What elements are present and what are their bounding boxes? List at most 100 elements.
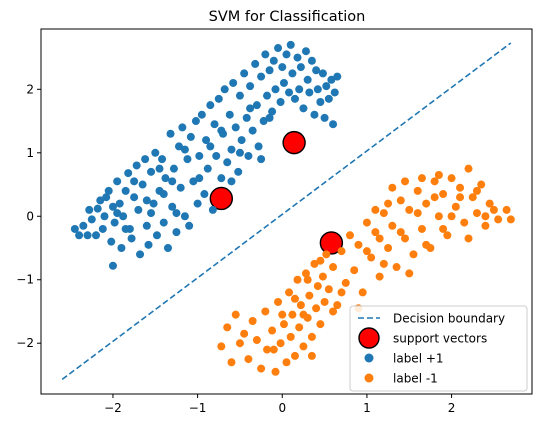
point-label-minus-1 [430,193,439,202]
point-label-plus-1 [208,205,217,214]
point-label-minus-1 [375,234,384,243]
point-label-minus-1 [472,186,481,195]
point-label-plus-1 [234,167,243,176]
point-label-minus-1 [337,288,346,297]
point-label-plus-1 [259,117,268,126]
point-label-plus-1 [85,205,94,214]
point-label-plus-1 [296,63,305,72]
point-label-minus-1 [329,263,338,272]
x-tick-label: −2 [104,401,122,415]
x-tick-label: 0 [278,401,286,415]
point-label-plus-1 [152,231,161,240]
point-label-minus-1 [371,205,380,214]
point-label-plus-1 [158,155,167,164]
point-label-minus-1 [405,205,414,214]
point-label-minus-1 [333,301,342,310]
point-label-minus-1 [392,263,401,272]
point-label-minus-1 [481,212,490,221]
legend: Decision boundary support vectors label +1… [349,305,528,392]
point-label-plus-1 [183,155,192,164]
point-label-minus-1 [434,212,443,221]
point-label-minus-1 [313,282,322,291]
point-label-minus-1 [263,345,272,354]
decision-boundary-layer [61,42,512,381]
point-label-plus-1 [303,75,312,84]
point-label-plus-1 [138,180,147,189]
data-points-layer [70,40,515,376]
point-label-minus-1 [481,221,490,230]
point-label-plus-1 [220,85,229,94]
point-label-plus-1 [124,169,133,178]
point-label-minus-1 [422,240,431,249]
point-label-plus-1 [265,66,274,75]
point-label-minus-1 [460,218,469,227]
point-label-minus-1 [318,272,327,281]
point-label-plus-1 [70,224,79,233]
point-label-plus-1 [79,221,88,230]
point-label-plus-1 [214,94,223,103]
legend-support-vectors-swatch [358,327,380,349]
point-label-minus-1 [362,218,371,227]
point-label-minus-1 [217,342,226,351]
point-label-minus-1 [279,320,288,329]
point-label-plus-1 [227,145,236,154]
point-label-minus-1 [271,367,280,376]
point-label-minus-1 [358,288,367,297]
point-label-minus-1 [447,174,456,183]
point-label-plus-1 [244,151,253,160]
point-label-plus-1 [237,136,246,145]
point-label-plus-1 [217,126,226,135]
point-label-minus-1 [396,228,405,237]
point-label-minus-1 [362,247,371,256]
support-vector-marker [209,186,234,211]
point-label-minus-1 [269,345,278,354]
point-label-plus-1 [327,75,336,84]
point-label-minus-1 [430,177,439,186]
point-label-plus-1 [121,186,130,195]
point-label-plus-1 [329,120,338,129]
point-label-plus-1 [322,82,331,91]
point-label-minus-1 [248,317,257,325]
point-label-minus-1 [293,275,302,284]
point-label-minus-1 [324,285,333,294]
point-label-plus-1 [176,183,185,192]
point-label-minus-1 [320,297,329,306]
x-tick-label: 2 [448,401,456,415]
point-label-plus-1 [115,199,124,208]
point-label-plus-1 [271,85,280,94]
legend-label-plus-1-swatch [364,353,374,363]
point-label-minus-1 [371,228,380,237]
point-label-plus-1 [163,244,172,252]
point-label-plus-1 [159,190,168,199]
point-label-minus-1 [464,234,473,243]
point-label-plus-1 [108,261,117,270]
point-label-plus-1 [121,224,130,233]
point-label-minus-1 [384,244,393,252]
point-label-plus-1 [195,174,204,183]
point-label-minus-1 [367,253,376,262]
point-label-minus-1 [388,221,397,230]
point-label-minus-1 [384,199,393,208]
point-label-minus-1 [235,339,244,348]
point-label-plus-1 [203,164,212,173]
point-label-minus-1 [456,193,465,202]
point-label-minus-1 [396,196,405,205]
point-label-minus-1 [341,278,350,287]
point-label-minus-1 [401,177,410,186]
point-label-minus-1 [354,240,363,249]
point-label-minus-1 [282,358,291,367]
point-label-plus-1 [200,190,209,199]
point-label-plus-1 [223,158,232,167]
point-label-minus-1 [388,183,397,192]
y-tick-label: 1 [26,146,34,160]
point-label-minus-1 [290,294,299,303]
point-label-minus-1 [223,323,232,332]
point-label-plus-1 [286,40,295,49]
point-label-plus-1 [147,209,156,218]
point-label-minus-1 [443,231,452,240]
point-label-plus-1 [246,104,255,113]
point-label-minus-1 [489,205,498,214]
point-label-plus-1 [104,186,113,195]
point-label-minus-1 [468,193,477,202]
